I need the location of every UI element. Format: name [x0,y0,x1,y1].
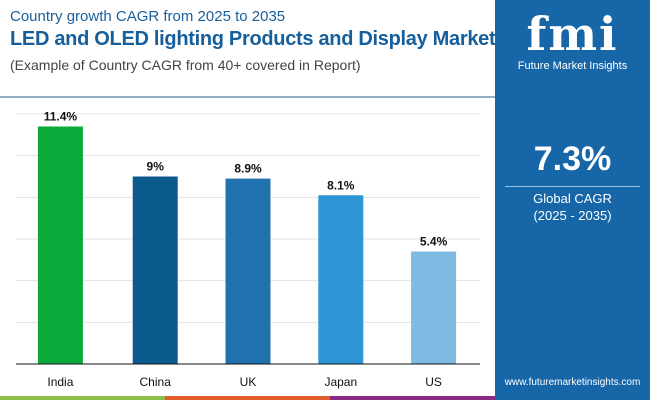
bar-uk [225,178,271,364]
data-label: 11.4% [44,110,78,124]
x-tick-label: India [47,375,73,389]
brand-name: Future Market Insights [517,60,628,72]
cagr-divider [505,186,640,187]
data-label: 8.9% [234,162,262,176]
chart-subtitle: Country growth CAGR from 2025 to 2035 [10,8,286,25]
data-label: 9% [147,160,165,174]
global-cagr-value: 7.3% [533,140,612,178]
x-tick-label: US [425,375,442,389]
chart-note: (Example of Country CAGR from 40+ covere… [10,57,361,73]
stripe-green [0,396,165,400]
global-cagr-label: Global CAGR (2025 - 2035) [495,190,650,224]
x-tick-label: China [140,375,172,389]
cagr-period: (2025 - 2035) [533,208,612,223]
header-divider [0,96,495,98]
stripe-purple [330,396,495,400]
bar-chart: 11.4% India 9% China 8.9% UK 8.1% Japan 5.4% US [16,110,480,389]
data-label: 8.1% [327,178,355,192]
fmi-logo: fmi Future Market Insights [515,8,630,72]
logo-mark: fmi [526,7,619,61]
stripe-orange [165,396,330,400]
x-tick-label: Japan [324,375,357,389]
bar-india [37,126,83,364]
website-link[interactable]: www.futuremarketinsights.com [504,377,641,388]
x-tick-label: UK [240,375,257,389]
cagr-label-text: Global CAGR [533,191,612,206]
bar-china [132,176,178,364]
side-panel: fmi Future Market Insights 7.3% Global C… [495,0,650,400]
data-label: 5.4% [420,235,448,249]
bar-japan [318,195,364,364]
bar-us [411,251,457,364]
chart-title: LED and OLED lighting Products and Displ… [10,28,496,50]
